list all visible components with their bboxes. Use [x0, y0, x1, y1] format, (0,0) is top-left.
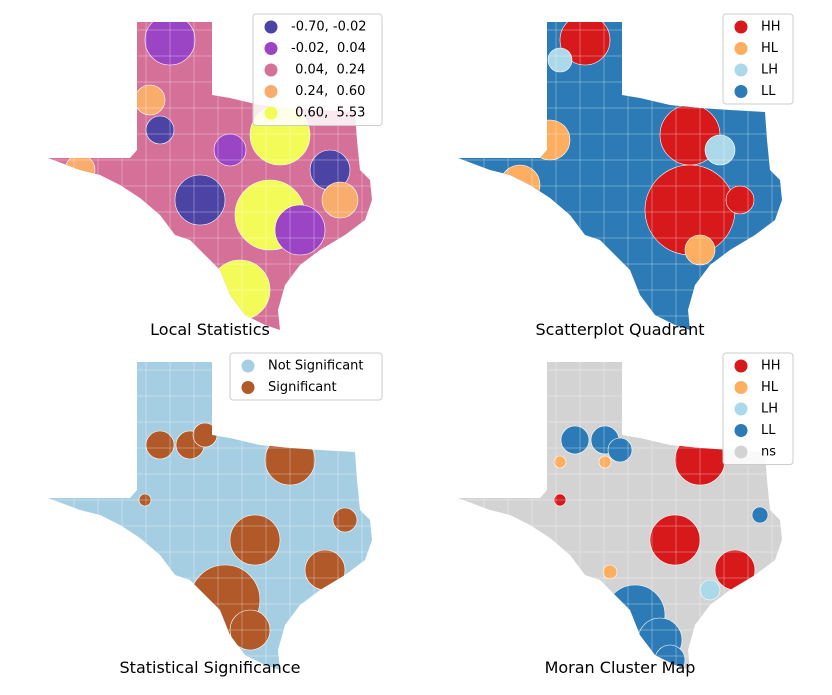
legend-label: 0.60, 5.53 — [291, 106, 365, 121]
legend-marker — [734, 402, 748, 416]
legend-label: LH — [761, 63, 778, 78]
county-cluster — [607, 437, 633, 463]
county-cluster — [699, 579, 721, 601]
county-cluster — [64, 154, 96, 186]
county-cluster — [553, 455, 567, 469]
county-cluster — [602, 564, 618, 580]
legend-marker — [734, 445, 748, 459]
legend-label: HH — [761, 20, 781, 35]
county-cluster — [321, 181, 359, 219]
legend-label: HH — [761, 359, 781, 374]
county-cluster — [547, 47, 573, 73]
county-cluster — [213, 133, 247, 167]
legend-marker — [264, 85, 278, 98]
legend-label: 0.04, 0.24 — [291, 63, 365, 78]
county-cluster — [714, 549, 756, 591]
legend-box — [722, 352, 794, 465]
legend-box — [229, 352, 383, 401]
county-cluster — [332, 507, 358, 533]
county-cluster — [704, 134, 736, 166]
legend-label: -0.02, 0.04 — [291, 41, 366, 56]
county-cluster — [559, 22, 611, 66]
county-cluster — [725, 185, 755, 215]
county-cluster — [751, 506, 769, 524]
panel-title: Local Statistics — [150, 320, 270, 339]
county-cluster — [192, 422, 218, 448]
legend-label: LH — [761, 402, 778, 417]
county-cluster — [84, 184, 136, 236]
legend-marker — [241, 359, 255, 373]
legend-label: Significant — [268, 380, 337, 395]
legend-box — [252, 13, 383, 126]
legend-label: LL — [761, 84, 776, 99]
legend-marker — [264, 106, 278, 120]
legend-marker — [264, 20, 278, 34]
legend-marker — [241, 381, 255, 394]
legend-label: HL — [761, 41, 779, 56]
county-cluster — [458, 517, 475, 543]
county-cluster — [304, 549, 346, 591]
legend-marker — [734, 381, 748, 394]
legend-label: 0.24, 0.60 — [291, 84, 365, 99]
panel-title: Moran Cluster Map — [545, 658, 696, 677]
map-panel — [48, 362, 372, 670]
county-cluster — [229, 514, 281, 566]
legend-label: -0.70, -0.02 — [291, 20, 367, 35]
panel-title: Statistical Significance — [120, 658, 301, 677]
legend-marker — [734, 63, 748, 77]
county-cluster — [598, 455, 612, 469]
legend-label: HL — [761, 380, 779, 395]
legend-marker — [734, 424, 748, 437]
legend-marker — [734, 20, 748, 34]
county-cluster — [134, 84, 166, 116]
county-cluster — [560, 425, 590, 455]
county-cluster — [274, 204, 326, 256]
legend-label: LL — [761, 423, 776, 438]
county-cluster — [499, 164, 541, 206]
legend-marker — [264, 63, 278, 77]
legend-label: Not Significant — [268, 359, 364, 374]
legend-marker — [734, 359, 748, 373]
county-cluster — [529, 119, 571, 161]
legend-box — [722, 13, 794, 105]
county-cluster — [174, 174, 226, 226]
legend-marker — [734, 85, 748, 98]
panel-title: Scatterplot Quadrant — [536, 320, 705, 339]
legend-marker — [734, 42, 748, 55]
legend-label: ns — [761, 445, 776, 460]
state-outline — [48, 362, 372, 670]
legend-marker — [264, 42, 278, 55]
county-cluster — [649, 514, 701, 566]
